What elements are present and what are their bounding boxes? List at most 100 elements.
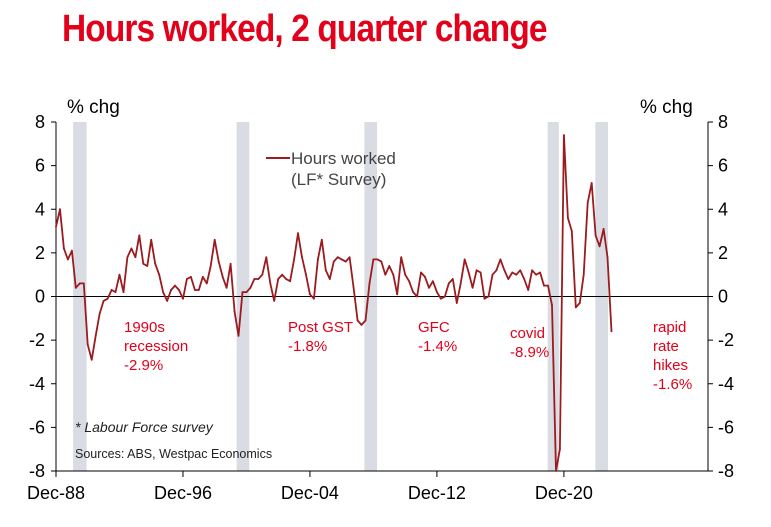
data-point [233, 310, 236, 313]
annotation-2-line-1: -1.4% [418, 338, 457, 355]
x-tick-label-0: Dec-88 [27, 483, 85, 503]
data-point [606, 256, 609, 259]
data-point [78, 282, 81, 285]
data-point [94, 334, 97, 337]
data-point [559, 448, 561, 451]
data-point [578, 302, 581, 304]
data-point [213, 238, 216, 241]
data-point [487, 295, 490, 298]
annotation-4: rapid rate hikes -1.6% [653, 319, 692, 393]
data-point [408, 280, 411, 283]
data-point [126, 256, 129, 259]
data-point [328, 278, 331, 280]
data-point [265, 256, 268, 259]
y-tick-label-right-8: -8 [718, 461, 734, 481]
data-point [273, 299, 276, 302]
data-point [182, 297, 184, 300]
data-point [138, 234, 141, 237]
data-point [388, 265, 391, 267]
data-point [261, 273, 264, 276]
data-point [495, 269, 498, 272]
data-point [372, 258, 375, 261]
data-point [352, 286, 355, 289]
data-point [436, 291, 438, 294]
data-point [610, 330, 613, 333]
annotation-4-line-2: hikes [653, 357, 688, 374]
data-point [582, 273, 585, 276]
data-point [447, 282, 450, 285]
data-point [547, 284, 549, 287]
data-point [412, 291, 415, 294]
data-point [483, 297, 486, 300]
y-tick-label-left-1: 6 [35, 156, 45, 176]
data-point [380, 260, 383, 263]
data-point [463, 258, 466, 261]
data-point [479, 271, 482, 274]
annotation-2-line-0: GFC [418, 319, 450, 336]
data-point [82, 282, 85, 285]
data-point [570, 230, 573, 232]
data-point [170, 289, 172, 291]
data-point [590, 182, 593, 184]
y-tick-label-left-2: 4 [35, 199, 45, 219]
data-point [67, 258, 69, 261]
data-point [297, 232, 299, 235]
data-point [586, 201, 589, 204]
y-tick-label-left-0: 8 [35, 112, 45, 132]
data-point [404, 273, 407, 276]
data-point [162, 291, 165, 294]
data-point [201, 275, 204, 278]
data-point [269, 282, 272, 285]
data-point [313, 297, 315, 300]
data-point [439, 297, 442, 300]
data-point [574, 306, 577, 309]
data-point [598, 245, 601, 248]
right-unit-label: % chg [640, 97, 693, 118]
data-point [376, 258, 379, 261]
footnote: * Labour Force survey [75, 419, 214, 435]
data-point [539, 271, 541, 274]
data-point [594, 234, 597, 237]
series-hours-worked [55, 134, 613, 472]
data-point [59, 208, 61, 211]
data-point [142, 262, 145, 265]
data-point [174, 284, 176, 287]
data-point [340, 258, 343, 261]
data-point [424, 275, 426, 278]
data-point [225, 286, 228, 289]
data-point [197, 289, 200, 291]
data-point [205, 282, 208, 285]
y-tick-label-right-7: -6 [718, 417, 734, 437]
data-point [499, 258, 502, 261]
data-point [55, 225, 57, 228]
data-point [316, 258, 319, 261]
y-tick-label-right-5: -2 [718, 330, 734, 350]
data-point [602, 227, 605, 230]
data-point [320, 238, 323, 241]
data-point [420, 271, 422, 274]
data-point [531, 269, 534, 272]
data-point [336, 256, 339, 259]
source-note: Sources: ABS, Westpac Economics [75, 447, 272, 461]
data-point [154, 262, 157, 265]
data-point [451, 278, 454, 280]
y-tick-label-right-3: 2 [718, 243, 728, 263]
data-point [432, 280, 434, 283]
y-tick-label-right-4: 0 [718, 287, 728, 307]
y-tick-label-left-5: -2 [29, 330, 45, 350]
data-point [400, 256, 403, 259]
data-point [416, 295, 418, 298]
data-point [360, 323, 363, 326]
data-point [190, 275, 192, 278]
data-point [114, 291, 117, 294]
data-point [543, 284, 545, 287]
data-point [178, 289, 180, 291]
data-point [63, 247, 65, 250]
annotation-1-line-0: Post GST [288, 319, 353, 336]
data-point [491, 273, 494, 276]
data-point [257, 278, 260, 280]
x-tick-label-2: Dec-04 [281, 483, 339, 503]
data-point [305, 273, 307, 276]
